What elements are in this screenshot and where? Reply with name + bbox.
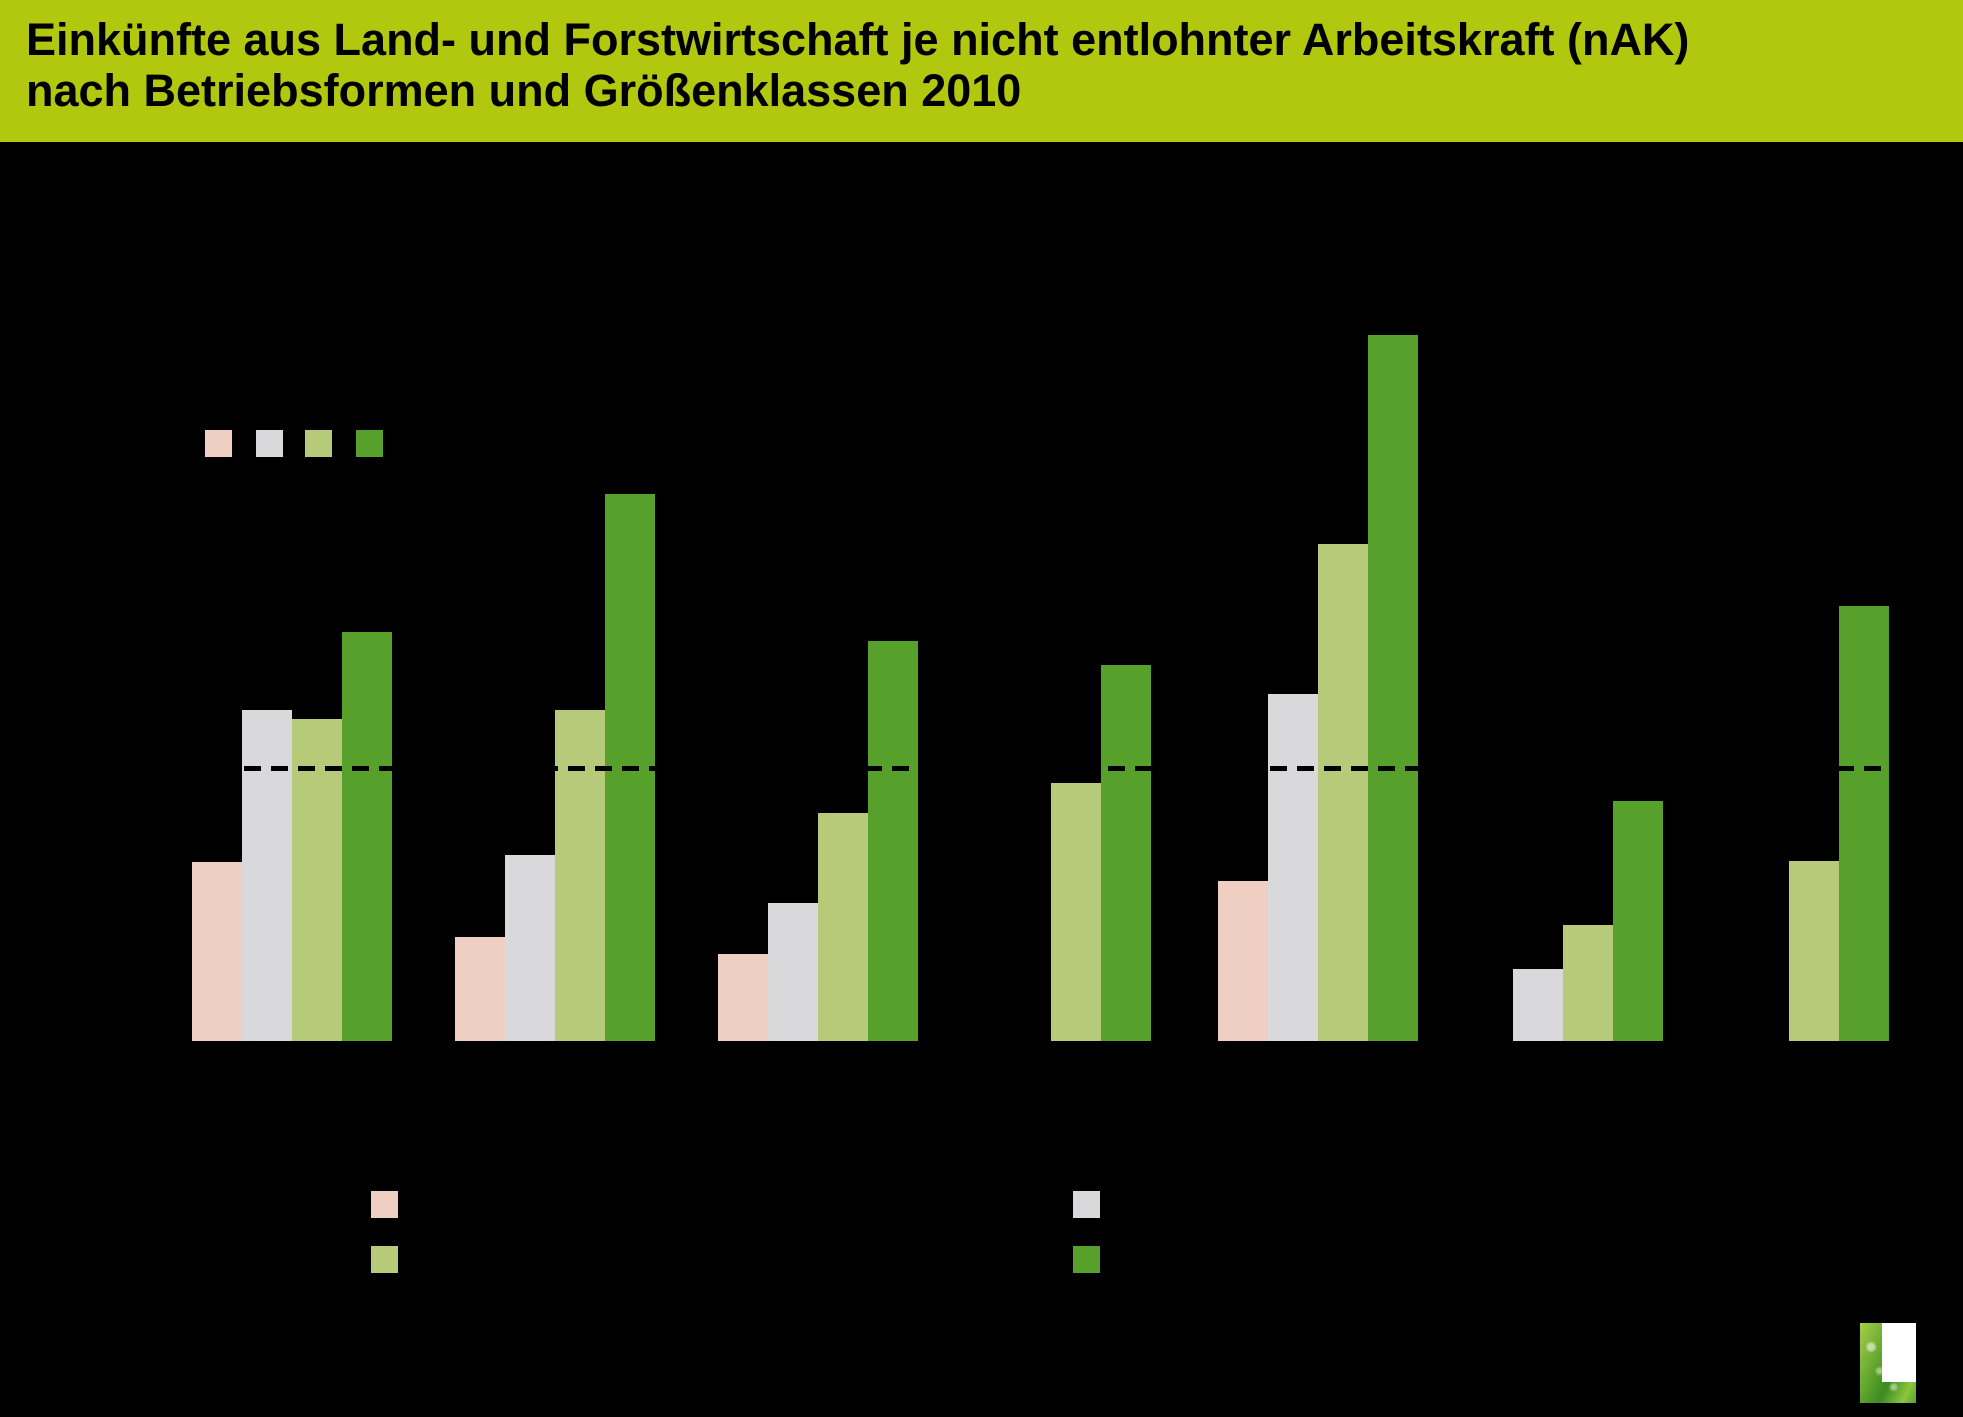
bar-group4-dark_green xyxy=(1101,665,1151,1041)
bar-group5-pink xyxy=(1218,881,1268,1041)
legend-bottom-square-gray xyxy=(1073,1191,1100,1218)
bar-group3-gray xyxy=(768,903,818,1041)
chart-title-line-2: nach Betriebsformen und Größenklassen 20… xyxy=(26,65,1022,116)
bar-group7-dark_green xyxy=(1839,606,1889,1041)
lfl-logo-white-block xyxy=(1882,1323,1916,1382)
bar-group2-gray xyxy=(505,855,555,1041)
reference-dashed-line xyxy=(190,766,1920,771)
bar-group7-light_green xyxy=(1789,861,1839,1041)
chart-title-line-1: Einkünfte aus Land- und Forstwirtschaft … xyxy=(26,14,1690,65)
bar-group1-light_green xyxy=(292,719,342,1041)
legend-top-square-dark_green xyxy=(356,430,383,457)
bar-group3-light_green xyxy=(818,813,868,1041)
legend-bottom-square-light_green xyxy=(371,1246,398,1273)
bar-group5-gray xyxy=(1268,694,1318,1041)
bar-group2-pink xyxy=(455,937,505,1041)
bar-group5-dark_green xyxy=(1368,335,1418,1041)
bar-group6-gray xyxy=(1513,969,1563,1041)
legend-top-square-gray xyxy=(256,430,283,457)
bar-group2-light_green xyxy=(555,710,605,1041)
bar-group6-dark_green xyxy=(1613,801,1663,1041)
legend-bottom-square-dark_green xyxy=(1073,1246,1100,1273)
bar-group5-light_green xyxy=(1318,544,1368,1041)
title-band: Einkünfte aus Land- und Forstwirtschaft … xyxy=(0,0,1963,142)
legend-top-square-pink xyxy=(205,430,232,457)
bar-group1-dark_green xyxy=(342,632,392,1041)
bar-group3-pink xyxy=(718,954,768,1041)
legend-top-square-light_green xyxy=(305,430,332,457)
bar-group6-light_green xyxy=(1563,925,1613,1041)
bar-group4-light_green xyxy=(1051,783,1101,1041)
legend-bottom-square-pink xyxy=(371,1191,398,1218)
lfl-logo xyxy=(1860,1323,1916,1403)
bar-group3-dark_green xyxy=(868,641,918,1041)
bar-group1-gray xyxy=(242,710,292,1041)
bar-group1-pink xyxy=(192,862,242,1041)
